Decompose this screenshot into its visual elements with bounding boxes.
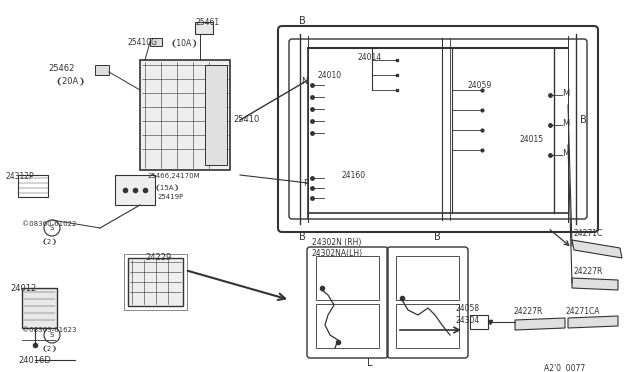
Text: 24014: 24014 [357, 54, 381, 62]
Text: S: S [50, 332, 54, 338]
Text: 25410G: 25410G [128, 38, 158, 47]
Text: 24302NA(LH): 24302NA(LH) [312, 249, 363, 258]
Text: 24227R: 24227R [514, 307, 543, 316]
Text: 24312P: 24312P [6, 172, 35, 181]
Polygon shape [568, 316, 618, 328]
Text: B: B [299, 232, 305, 242]
Bar [115, 175, 155, 205]
Text: 24160: 24160 [342, 171, 366, 180]
Text: B: B [580, 115, 587, 125]
Bar [95, 65, 109, 75]
Text: 24271CA: 24271CA [565, 307, 600, 316]
Text: A2'0  0077: A2'0 0077 [544, 364, 585, 372]
Text: ❨2❩: ❨2❩ [42, 345, 58, 352]
Bar [124, 254, 187, 310]
Text: 24059: 24059 [467, 80, 492, 90]
Bar [140, 60, 230, 170]
Text: 24010: 24010 [317, 71, 341, 80]
Text: ❨15A❩: ❨15A❩ [155, 184, 180, 190]
Bar [128, 258, 183, 306]
Text: 24015: 24015 [519, 135, 543, 144]
Text: 24302N (RH): 24302N (RH) [312, 238, 362, 247]
Text: ©08363-61623: ©08363-61623 [22, 327, 77, 333]
Bar [22, 288, 57, 328]
Text: ©08360-61022: ©08360-61022 [22, 221, 76, 227]
Text: ❨10A❩: ❨10A❩ [170, 38, 198, 47]
Polygon shape [515, 318, 565, 330]
Text: 24016D: 24016D [18, 356, 51, 365]
Bar [205, 65, 227, 165]
Text: 24227R: 24227R [574, 267, 604, 276]
Text: P: P [303, 179, 308, 187]
Bar [470, 315, 488, 329]
Text: B: B [434, 232, 440, 242]
Bar [316, 256, 379, 300]
Text: M: M [562, 150, 569, 158]
Text: 24304: 24304 [455, 316, 479, 325]
Bar [396, 304, 459, 348]
Bar [316, 304, 379, 348]
Text: 25466,24170M: 25466,24170M [148, 173, 200, 179]
Text: B: B [299, 16, 305, 26]
Text: L: L [367, 358, 372, 368]
Text: N: N [301, 77, 308, 87]
Text: 24271C: 24271C [574, 229, 604, 238]
Text: S: S [50, 225, 54, 231]
Text: 24012: 24012 [10, 284, 36, 293]
Text: 25461: 25461 [196, 18, 220, 27]
Bar [150, 38, 162, 46]
Bar [195, 22, 213, 34]
Text: 25462: 25462 [48, 64, 74, 73]
Bar [396, 256, 459, 300]
Text: ❨2❩: ❨2❩ [42, 238, 58, 244]
Polygon shape [572, 240, 622, 258]
Text: 25419P: 25419P [158, 194, 184, 200]
Bar [18, 175, 48, 197]
Polygon shape [572, 278, 618, 290]
Text: M: M [562, 90, 569, 99]
Text: ❨20A❩: ❨20A❩ [55, 76, 85, 85]
Text: 24229: 24229 [145, 253, 172, 262]
Text: 24058: 24058 [455, 304, 479, 313]
Text: 25410: 25410 [233, 115, 259, 125]
Text: M: M [562, 119, 569, 128]
